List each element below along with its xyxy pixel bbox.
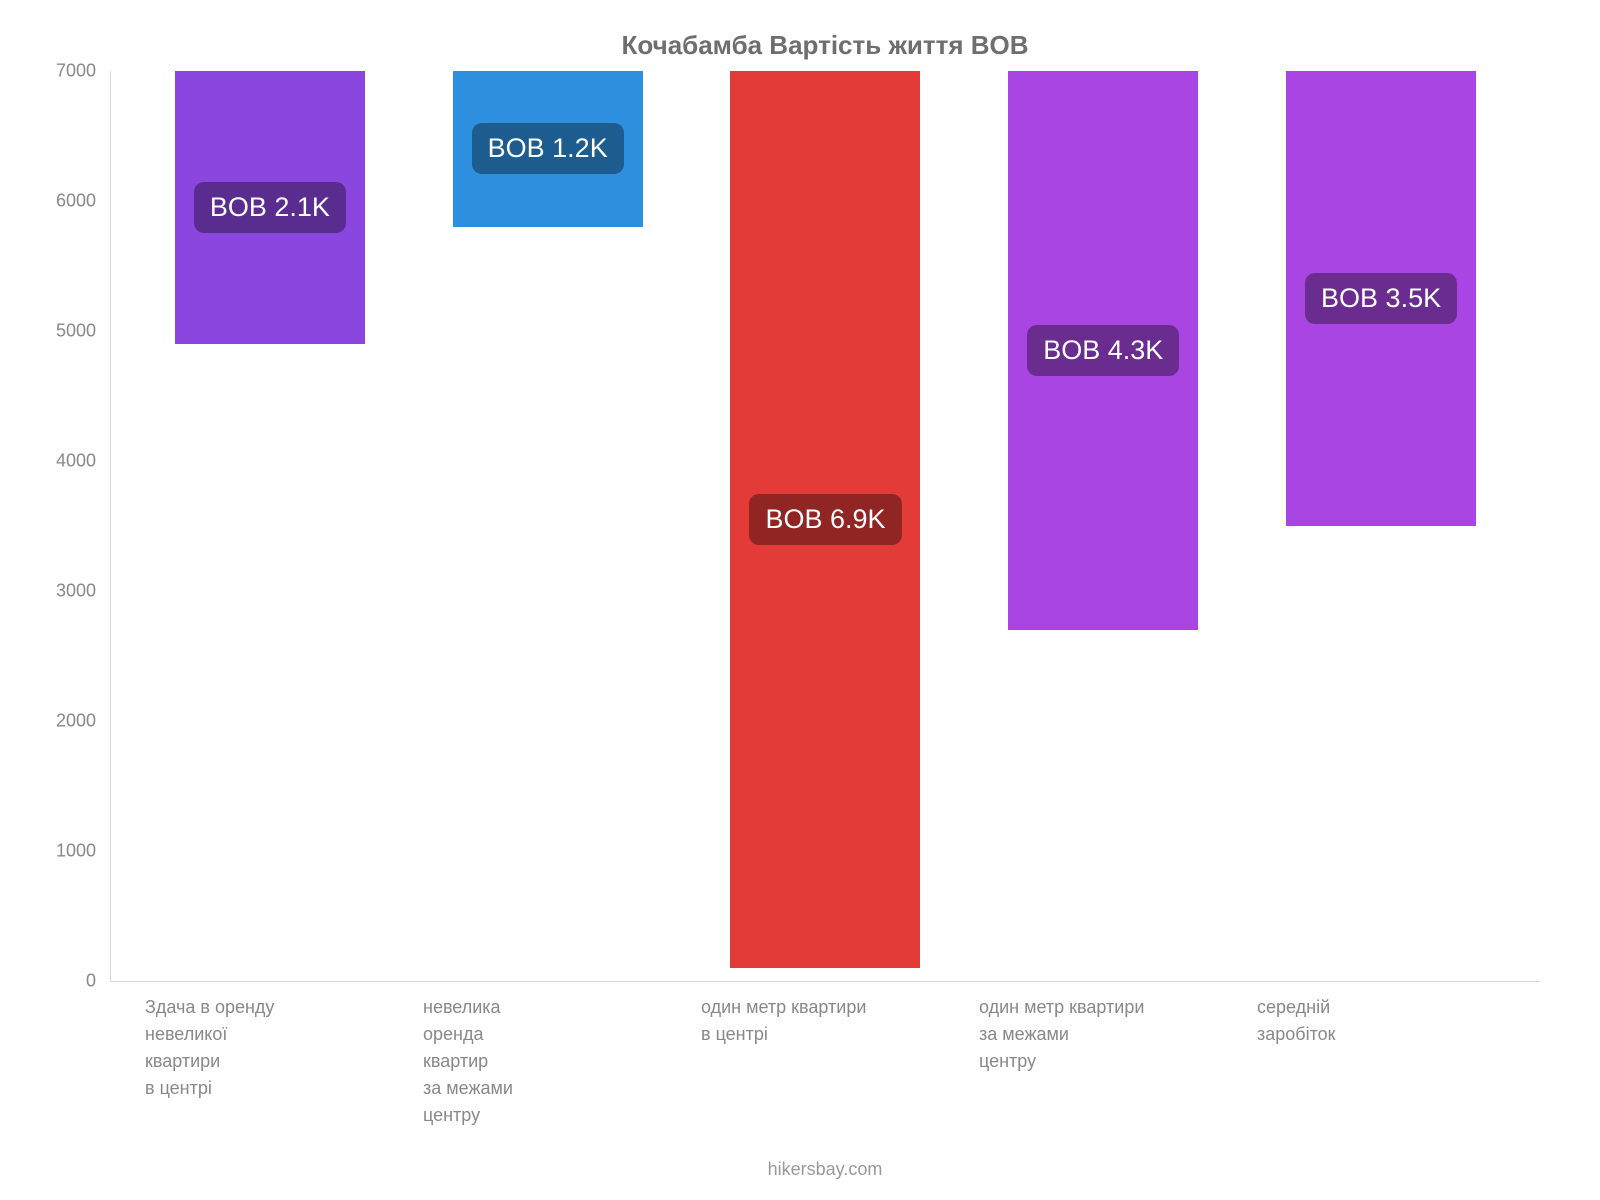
value-badge: BOB 1.2K	[472, 123, 624, 174]
bar: BOB 6.9K	[730, 71, 920, 968]
value-badge: BOB 6.9K	[749, 494, 901, 545]
chart-container: Кочабамба Вартість життя BOB BOB 2.1KBOB…	[0, 0, 1600, 1200]
bar-slot: BOB 1.2K	[409, 71, 687, 981]
y-tick-label: 6000	[56, 191, 96, 212]
chart-footer: hikersbay.com	[110, 1129, 1540, 1180]
x-axis-label: Здача в орендуневеликоїквартирив центрі	[130, 994, 408, 1129]
x-axis-label: один метр квартириза межамицентру	[964, 994, 1242, 1129]
chart-title: Кочабамба Вартість життя BOB	[110, 30, 1540, 61]
bar-slot: BOB 3.5K	[1242, 71, 1520, 981]
x-axis-label: середнійзаробіток	[1242, 994, 1520, 1129]
y-tick-label: 0	[86, 971, 96, 992]
bar: BOB 2.1K	[175, 71, 365, 344]
y-tick-label: 4000	[56, 451, 96, 472]
y-tick-label: 3000	[56, 581, 96, 602]
bar: BOB 4.3K	[1008, 71, 1198, 630]
y-tick-label: 2000	[56, 711, 96, 732]
plot-area: BOB 2.1K BOB 1.2K BOB 6.9K BOB 4.3K BOB 3.5K…	[110, 71, 1540, 982]
y-tick-label: 5000	[56, 321, 96, 342]
bar-slot: BOB 2.1K	[131, 71, 409, 981]
x-axis-labels: Здача в орендуневеликоїквартирив центрін…	[110, 982, 1540, 1129]
bar: BOB 1.2K	[453, 71, 643, 227]
bar-slot: BOB 6.9K	[687, 71, 965, 981]
bars-row: BOB 2.1K BOB 1.2K BOB 6.9K BOB 4.3K BOB 3.5K	[111, 71, 1540, 981]
bar-slot: BOB 4.3K	[964, 71, 1242, 981]
value-badge: BOB 4.3K	[1027, 325, 1179, 376]
value-badge: BOB 3.5K	[1305, 273, 1457, 324]
y-tick-label: 7000	[56, 61, 96, 82]
y-tick-label: 1000	[56, 841, 96, 862]
bar: BOB 3.5K	[1286, 71, 1476, 526]
x-axis-label: один метр квартирив центрі	[686, 994, 964, 1129]
x-axis-label: невеликаорендаквартирза межамицентру	[408, 994, 686, 1129]
value-badge: BOB 2.1K	[194, 182, 346, 233]
